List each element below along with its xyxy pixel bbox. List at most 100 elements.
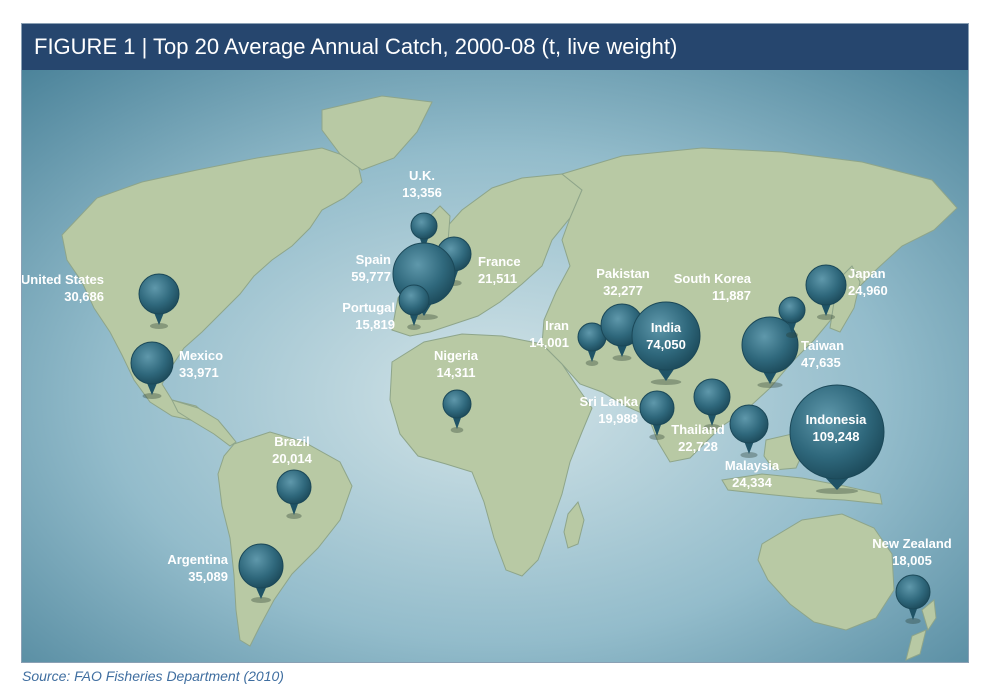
thailand-value-label: 22,728 bbox=[678, 439, 718, 454]
landmass-madagascar bbox=[563, 500, 585, 549]
nigeria-marker bbox=[442, 389, 472, 419]
argentina-pin-shadow bbox=[251, 597, 271, 603]
landmass-japan bbox=[829, 265, 861, 333]
brazil-marker bbox=[276, 469, 312, 505]
mexico-marker bbox=[130, 341, 174, 385]
new-zealand-pin-tip bbox=[908, 606, 918, 620]
india-marker bbox=[631, 301, 701, 371]
japan-value-label: 24,960 bbox=[848, 283, 888, 298]
nigeria-value-label: 14,311 bbox=[436, 365, 475, 380]
figure-frame: FIGURE 1 | Top 20 Average Annual Catch, … bbox=[21, 23, 969, 663]
world-map: United States 30,686 Mexico 33,971 Brazil 20,… bbox=[22, 70, 968, 662]
spain-name-label: Spain bbox=[356, 252, 391, 267]
spain-value-label: 59,777 bbox=[351, 269, 391, 284]
source-note: Source: FAO Fisheries Department (2010) bbox=[22, 668, 284, 684]
malaysia-marker bbox=[729, 404, 769, 444]
iran-pin-tip bbox=[587, 348, 597, 362]
mexico-pin-tip bbox=[146, 381, 158, 395]
landmass-australia bbox=[757, 513, 895, 631]
united-states-name-label: United States bbox=[22, 272, 104, 287]
nigeria-name-label: Nigeria bbox=[434, 348, 479, 363]
new-zealand-marker bbox=[895, 574, 931, 610]
pakistan-value-label: 32,277 bbox=[603, 283, 643, 298]
world-map-svg: United States 30,686 Mexico 33,971 Brazil 20,… bbox=[22, 70, 968, 662]
sri-lanka-pin-shadow bbox=[649, 434, 665, 440]
sri-lanka-marker bbox=[639, 390, 675, 426]
landmass-south-america bbox=[217, 431, 353, 647]
france-name-label: France bbox=[478, 254, 521, 269]
japan-pin-shadow bbox=[817, 314, 835, 320]
taiwan-pin-shadow bbox=[757, 382, 783, 388]
sri-lanka-pin-tip bbox=[652, 422, 662, 436]
brazil-pin-tip bbox=[289, 501, 299, 515]
argentina-pin-tip bbox=[254, 585, 268, 599]
argentina-value-label: 35,089 bbox=[188, 569, 228, 584]
new-zealand-value-label: 18,005 bbox=[892, 553, 932, 568]
mexico-name-label: Mexico bbox=[179, 348, 223, 363]
south-korea-value-label: 11,887 bbox=[712, 288, 751, 303]
iran-pin-shadow bbox=[585, 360, 599, 366]
sri-lanka-name-label: Sri Lanka bbox=[579, 394, 638, 409]
landmass-indonesia bbox=[721, 473, 883, 505]
figure-title: FIGURE 1 | Top 20 Average Annual Catch, … bbox=[22, 24, 968, 70]
south-korea-name-label: South Korea bbox=[674, 271, 752, 286]
malaysia-name-label: Malaysia bbox=[725, 458, 780, 473]
pakistan-name-label: Pakistan bbox=[596, 266, 650, 281]
u-k-value-label: 13,356 bbox=[402, 185, 442, 200]
india-pin-shadow bbox=[650, 379, 682, 385]
nigeria-pin-tip bbox=[452, 415, 462, 429]
sri-lanka-value-label: 19,988 bbox=[598, 411, 638, 426]
indonesia-pin-shadow bbox=[815, 488, 859, 494]
france-value-label: 21,511 bbox=[478, 271, 517, 286]
indonesia-marker bbox=[789, 384, 885, 480]
argentina-marker bbox=[238, 543, 284, 589]
malaysia-pin-shadow bbox=[740, 452, 758, 458]
taiwan-marker bbox=[741, 316, 799, 374]
argentina-name-label: Argentina bbox=[167, 552, 228, 567]
iran-value-label: 14,001 bbox=[529, 335, 569, 350]
united-states-marker bbox=[138, 273, 180, 315]
united-states-pin-shadow bbox=[150, 323, 168, 329]
new-zealand-pin-shadow bbox=[905, 618, 921, 624]
mexico-pin-shadow bbox=[142, 393, 162, 399]
indonesia-name-label: Indonesia bbox=[806, 412, 867, 427]
thailand-name-label: Thailand bbox=[671, 422, 725, 437]
brazil-value-label: 20,014 bbox=[272, 451, 313, 466]
japan-name-label: Japan bbox=[848, 266, 886, 281]
united-states-value-label: 30,686 bbox=[64, 289, 104, 304]
south-korea-pin-tip bbox=[787, 320, 797, 334]
portugal-pin-shadow bbox=[407, 324, 421, 330]
thailand-pin-shadow bbox=[703, 424, 721, 430]
new-zealand-name-label: New Zealand bbox=[872, 536, 952, 551]
india-value-label: 74,050 bbox=[646, 337, 686, 352]
portugal-marker bbox=[398, 284, 430, 316]
malaysia-pin-tip bbox=[743, 440, 755, 454]
united-states-pin-tip bbox=[153, 311, 165, 325]
pakistan-pin-shadow bbox=[612, 355, 632, 361]
landmass-asia bbox=[541, 147, 958, 463]
landmass-greenland bbox=[321, 95, 433, 171]
mexico-value-label: 33,971 bbox=[179, 365, 219, 380]
landmass-new-zealand bbox=[921, 599, 937, 632]
portugal-pin-tip bbox=[409, 312, 419, 326]
portugal-name-label: Portugal bbox=[342, 300, 395, 315]
portugal-value-label: 15,819 bbox=[355, 317, 395, 332]
indonesia-value-label: 109,248 bbox=[813, 429, 860, 444]
malaysia-value-label: 24,334 bbox=[732, 475, 773, 490]
landmass-africa bbox=[389, 333, 593, 577]
nigeria-pin-shadow bbox=[450, 427, 464, 433]
landmass-new-zealand-south bbox=[905, 629, 927, 661]
india-pin-tip bbox=[656, 367, 676, 381]
taiwan-value-label: 47,635 bbox=[801, 355, 841, 370]
landmass-central-america bbox=[171, 399, 237, 447]
taiwan-name-label: Taiwan bbox=[801, 338, 844, 353]
u-k-marker bbox=[410, 212, 438, 240]
brazil-pin-shadow bbox=[286, 513, 302, 519]
south-korea-pin-shadow bbox=[786, 332, 798, 338]
thailand-pin-tip bbox=[706, 412, 718, 426]
india-name-label: India bbox=[651, 320, 682, 335]
taiwan-pin-tip bbox=[762, 370, 778, 384]
indonesia-pin-tip bbox=[823, 476, 851, 490]
u-k-name-label: U.K. bbox=[409, 168, 435, 183]
south-korea-marker bbox=[778, 296, 806, 324]
